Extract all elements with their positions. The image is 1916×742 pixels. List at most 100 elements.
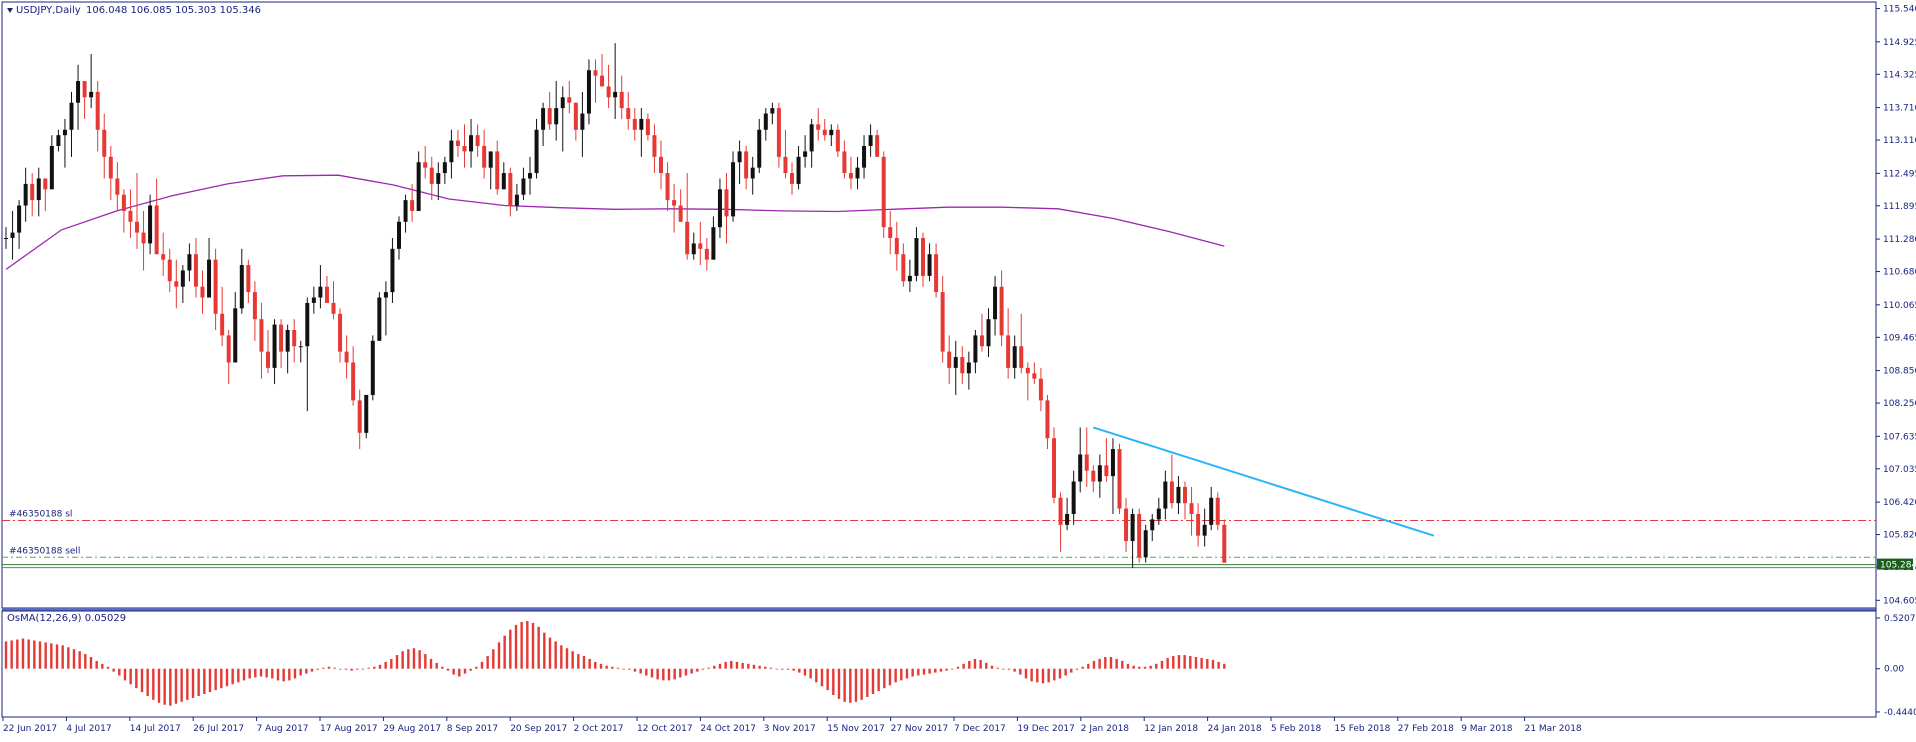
osma-bar <box>89 657 93 669</box>
osma-bar <box>361 668 365 670</box>
descending-trendline[interactable] <box>1092 426 1435 537</box>
candle-body <box>554 108 559 125</box>
candle-body <box>613 91 618 98</box>
osma-bar <box>271 668 274 679</box>
candle-body <box>17 205 22 233</box>
candle-body <box>475 135 480 146</box>
candle-body <box>410 200 415 211</box>
candle-body <box>809 124 814 152</box>
osma-bar <box>1138 666 1141 669</box>
osma-bar <box>752 664 756 669</box>
osma-bar <box>1189 656 1192 669</box>
osma-bar <box>622 668 625 670</box>
candle-body <box>141 232 146 244</box>
x-tick-label: 26 Jul 2017 <box>193 724 244 734</box>
panel-separator[interactable] <box>2 608 1876 611</box>
candle-body <box>69 102 74 130</box>
candle-body <box>619 91 624 109</box>
candle-body <box>894 238 899 255</box>
x-tick-label: 19 Dec 2017 <box>1017 724 1075 734</box>
candle-body <box>750 167 755 179</box>
x-tick-label: 15 Feb 2018 <box>1334 724 1390 734</box>
osma-bar <box>16 639 19 669</box>
osma-bar <box>1098 658 1101 669</box>
x-tick-label: 20 Sep 2017 <box>510 724 567 734</box>
candle-body <box>514 194 519 206</box>
candle-body <box>23 183 28 206</box>
osma-bar <box>1211 659 1215 669</box>
candle-body <box>907 275 912 282</box>
candle-body <box>187 254 192 271</box>
osma-bar <box>78 651 81 669</box>
current-price-label: 105.284 <box>1880 561 1916 571</box>
osma-bar <box>503 635 506 669</box>
osma-bar <box>854 668 858 702</box>
candle-body <box>1222 524 1227 563</box>
osma-bar <box>628 668 631 670</box>
osma-bar <box>837 668 841 699</box>
osma-bar <box>1041 668 1045 684</box>
main-chart-panel[interactable] <box>1 1 1877 609</box>
osma-bar <box>769 667 773 669</box>
candle-body <box>534 129 539 174</box>
candle-body <box>324 286 329 303</box>
candle-body <box>36 178 41 201</box>
osma-bar <box>50 643 53 669</box>
osma-bar <box>1109 657 1113 669</box>
candle-body <box>1156 508 1161 520</box>
osma-bar <box>384 661 387 669</box>
osma-bar <box>214 668 217 691</box>
osma-bar <box>1200 657 1203 669</box>
candle-body <box>659 156 663 174</box>
candle-body <box>292 330 297 347</box>
osma-bar <box>327 666 331 669</box>
candle-body <box>403 200 408 222</box>
candle-body <box>1209 497 1214 525</box>
osma-bar <box>571 651 574 669</box>
candle-body <box>829 129 834 136</box>
candle-body <box>848 173 853 179</box>
candle-body <box>246 265 251 293</box>
candle-body <box>1019 346 1024 368</box>
osma-bar <box>792 668 795 671</box>
osma-bar <box>339 668 342 670</box>
candle-body <box>803 151 808 157</box>
candle-body <box>737 151 742 163</box>
y-tick-label: 112.495 <box>1883 169 1916 179</box>
y-tick-label: 108.850 <box>1883 367 1916 377</box>
x-tick-label: 29 Aug 2017 <box>383 724 441 734</box>
candle-body <box>89 91 94 98</box>
candle-body <box>102 129 107 157</box>
osma-bar <box>1087 663 1090 669</box>
x-tick-label: 5 Feb 2018 <box>1271 724 1322 734</box>
osma-bar <box>67 647 70 669</box>
candle-body <box>947 351 952 368</box>
candle-body <box>783 156 788 174</box>
osma-bar <box>786 668 790 670</box>
candle-body <box>370 340 375 395</box>
osma-bar <box>741 662 744 669</box>
osma-bar <box>707 667 710 669</box>
osma-bar <box>441 666 444 669</box>
osma-bar <box>424 654 427 669</box>
osma-bar <box>679 668 682 678</box>
candle-body <box>462 146 467 152</box>
osma-bar <box>577 654 580 669</box>
chart-menu-triangle-icon[interactable] <box>7 8 13 13</box>
osma-bar <box>1121 660 1124 669</box>
osma-bar <box>713 665 716 669</box>
indicator-panel[interactable] <box>1 610 1877 718</box>
candle-body <box>30 183 35 201</box>
osma-bar <box>418 650 421 669</box>
osma-bar <box>798 668 801 673</box>
candle-body <box>62 129 67 136</box>
osma-bar <box>735 661 739 669</box>
symbol-title: USDJPY,Daily <box>16 5 81 16</box>
osma-bar <box>373 666 376 669</box>
candle-body <box>934 254 939 293</box>
osma-bar <box>350 668 353 671</box>
osma-bar <box>684 668 688 676</box>
candle-body <box>835 129 840 152</box>
